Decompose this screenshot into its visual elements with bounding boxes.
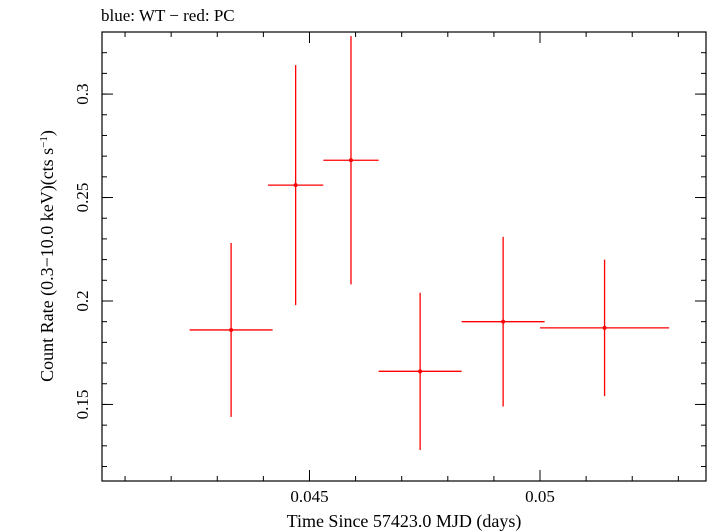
y-axis-label-sup: −1	[38, 136, 50, 148]
data-point	[267, 65, 324, 306]
data-points	[189, 36, 670, 450]
axis-ticks	[102, 31, 706, 481]
chart-title: blue: WT − red: PC	[101, 6, 235, 25]
plot-frame	[101, 31, 707, 482]
data-point	[540, 259, 670, 397]
data-point	[323, 36, 379, 285]
y-tick-label: 0.25	[73, 183, 92, 213]
x-tick-label: 0.05	[525, 487, 555, 506]
x-axis-label: Time Since 57423.0 MJD (days)	[287, 511, 522, 532]
point-marker	[293, 183, 298, 188]
point-marker	[602, 325, 607, 330]
y-axis-label-end: )	[37, 130, 58, 136]
data-point	[461, 236, 545, 407]
y-axis-label-main: Count Rate (0.3−10.0 keV)(cts s	[37, 148, 58, 382]
y-tick-label: 0.2	[73, 290, 92, 311]
point-marker	[501, 319, 506, 324]
axis-tick-labels: 0.045 0.05 0.15 0.2 0.25 0.3	[73, 83, 555, 506]
y-tick-label: 0.3	[73, 83, 92, 104]
data-point	[189, 243, 273, 417]
point-marker	[418, 369, 423, 374]
x-tick-label: 0.045	[290, 487, 328, 506]
y-tick-label: 0.15	[73, 390, 92, 420]
point-marker	[348, 158, 353, 163]
data-point	[378, 292, 462, 450]
y-axis-label: Count Rate (0.3−10.0 keV)(cts s−1)	[37, 130, 58, 382]
point-marker	[229, 327, 234, 332]
